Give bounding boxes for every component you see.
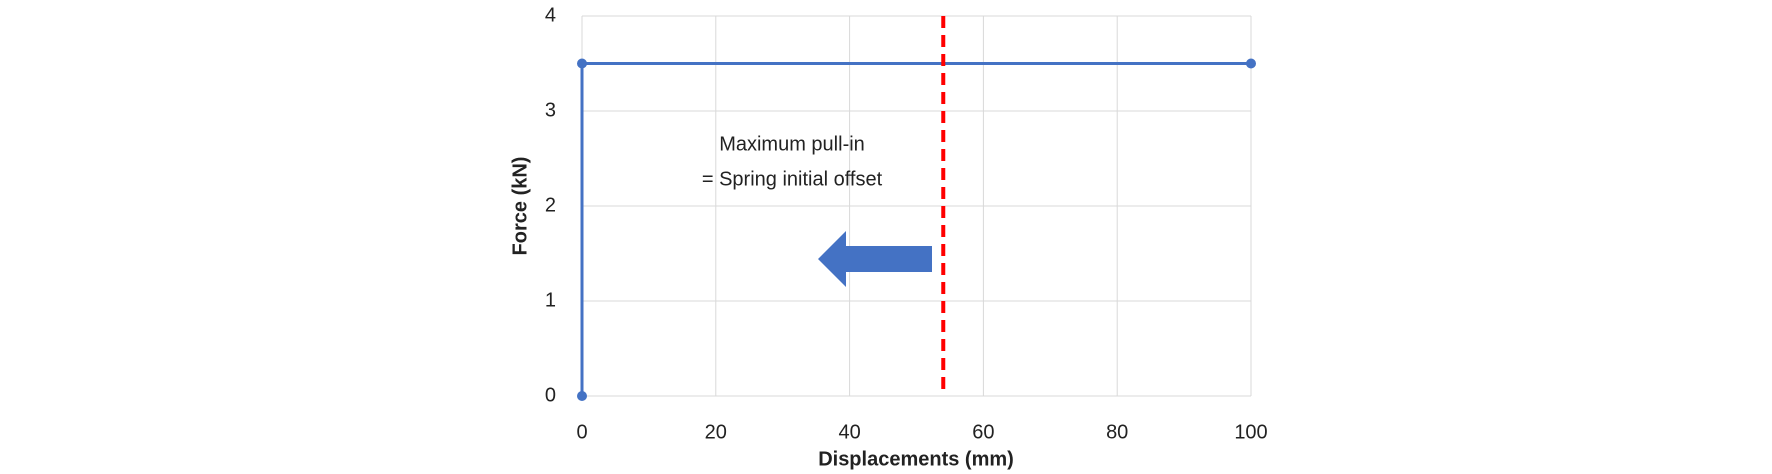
y-tick-label: 4 — [545, 4, 556, 26]
x-tick-label: 0 — [576, 421, 587, 443]
arrow — [818, 231, 932, 287]
y-tick-label: 3 — [545, 99, 556, 121]
line — [580, 62, 1251, 396]
x-tick-label: 40 — [838, 421, 860, 443]
x-tick-label: 80 — [1106, 421, 1128, 443]
y-tick-label: 1 — [545, 289, 556, 311]
x-tick-label: 100 — [1234, 421, 1267, 443]
y-axis-title: Force (kN) — [509, 157, 531, 256]
x-tick-label: 20 — [705, 421, 727, 443]
annotation: = Spring initial offset — [702, 168, 883, 190]
x-axis-title: Displacements (mm) — [818, 448, 1014, 470]
y-tick-label: 2 — [545, 194, 556, 216]
grid — [581, 15, 1252, 397]
annotation: Maximum pull-in — [719, 133, 865, 155]
marker — [577, 391, 587, 401]
x-tick-label: 60 — [972, 421, 994, 443]
y-tick-label: 0 — [545, 384, 556, 406]
marker — [577, 58, 587, 69]
marker — [1246, 58, 1256, 69]
